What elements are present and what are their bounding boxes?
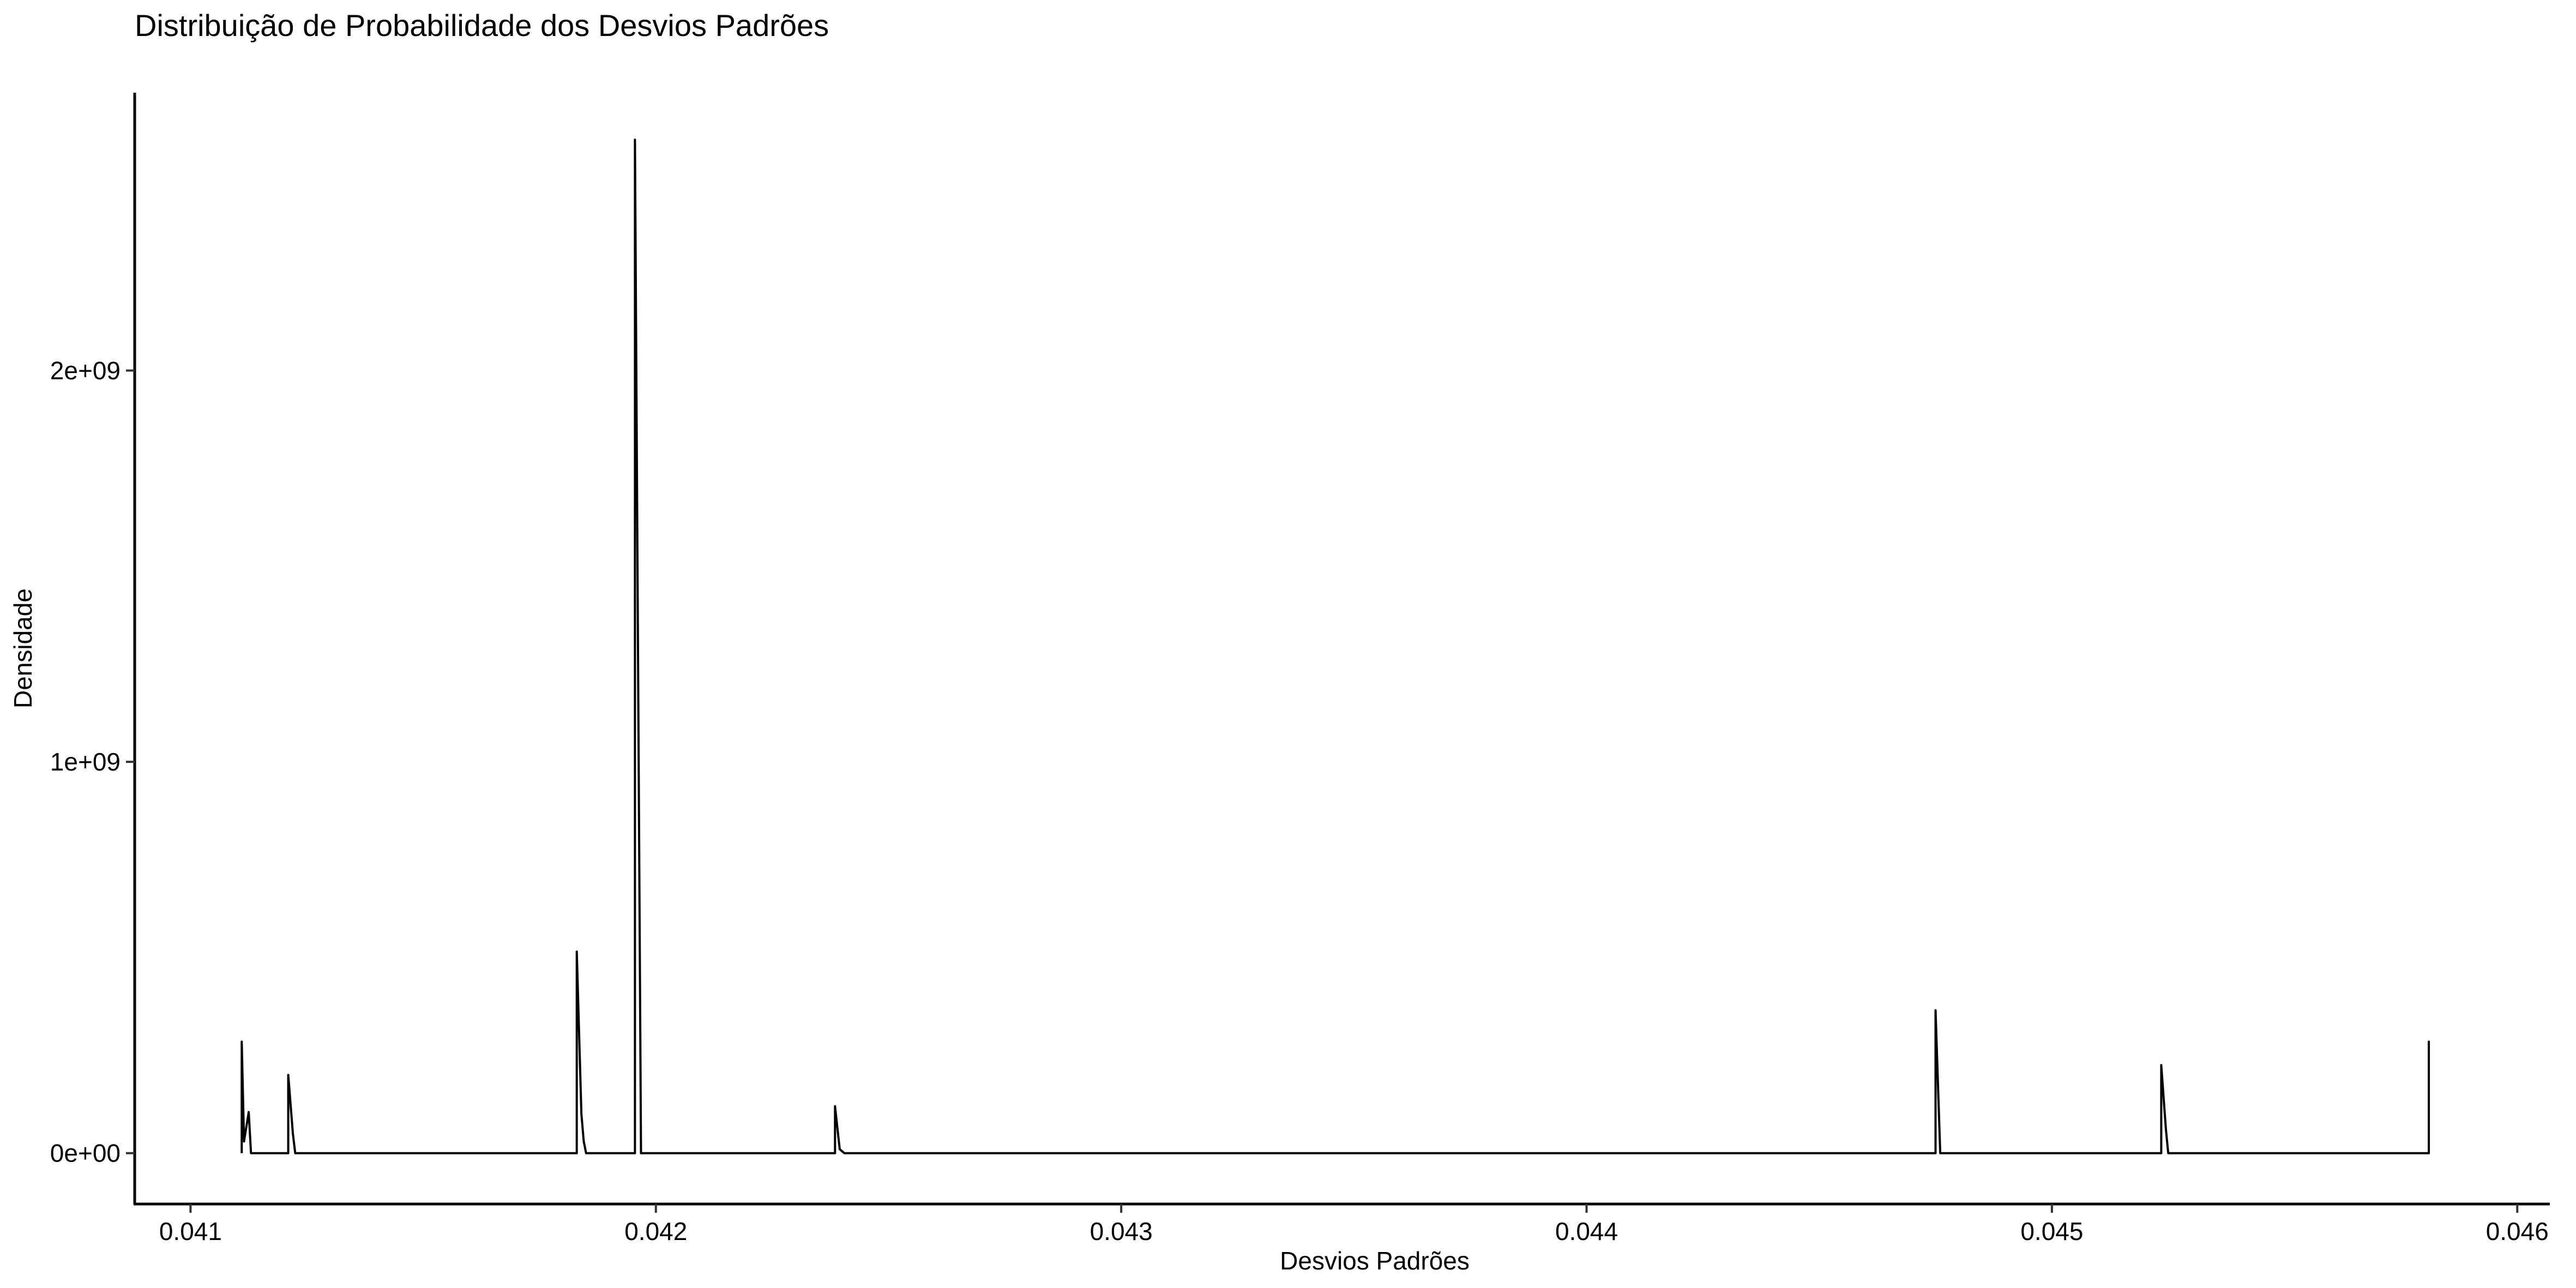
density-series-line [240,139,2430,1154]
y-tick-label: 0e+00 [50,1139,121,1167]
y-tick-label: 1e+09 [50,748,121,776]
chart-title: Distribuição de Probabilidade dos Desvio… [135,8,829,43]
x-axis-ticks: 0.041 0.042 0.043 0.044 0.045 0.046 [159,1204,2549,1245]
x-tick-label: 0.043 [1090,1217,1153,1245]
y-axis-label: Densidade [9,588,37,708]
y-tick-label: 2e+09 [50,357,121,385]
x-tick-label: 0.041 [159,1217,222,1245]
x-tick-label: 0.046 [2486,1217,2549,1245]
y-axis-ticks: 0e+00 1e+09 2e+09 [50,357,135,1167]
x-tick-label: 0.042 [624,1217,687,1245]
x-tick-label: 0.044 [1555,1217,1618,1245]
x-axis-label: Desvios Padrões [1280,1247,1470,1275]
x-tick-label: 0.045 [2020,1217,2083,1245]
